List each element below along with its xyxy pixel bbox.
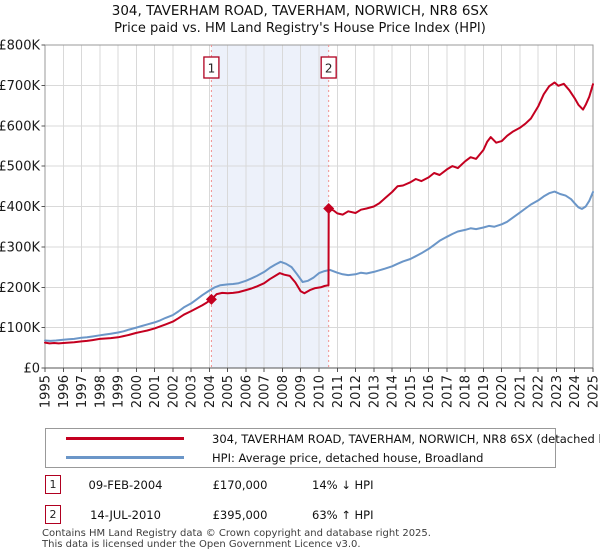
- svg-text:2010: 2010: [313, 375, 328, 408]
- svg-text:1995: 1995: [39, 375, 54, 408]
- sale-row-2: 2 14-JUL-2010 £395,000 63% ↑ HPI: [0, 505, 600, 527]
- svg-text:1996: 1996: [57, 375, 72, 408]
- footer-licence: This data is licensed under the Open Gov…: [42, 538, 361, 550]
- sale-2-point-marker: [323, 203, 335, 215]
- svg-text:£800K: £800K: [0, 39, 40, 54]
- sale-1-date: 09-FEB-2004: [88, 478, 163, 492]
- svg-text:2002: 2002: [166, 375, 181, 408]
- svg-text:£600K: £600K: [0, 119, 40, 134]
- x-axis-tick-labels: 1995 1996 1997 1998 1999 2000 2001 2002 2003 2004…: [39, 368, 600, 408]
- svg-text:1999: 1999: [112, 375, 127, 408]
- svg-text:2005: 2005: [221, 375, 236, 408]
- svg-text:2012: 2012: [349, 375, 364, 408]
- svg-text:2024: 2024: [568, 375, 583, 408]
- hpi-series-line: [44, 190, 594, 342]
- sale-2-flag-number: 2: [325, 62, 333, 76]
- svg-text:2021: 2021: [513, 375, 528, 408]
- svg-text:2025: 2025: [587, 375, 600, 408]
- svg-text:£300K: £300K: [0, 240, 40, 255]
- svg-text:£0: £0: [23, 362, 40, 377]
- svg-text:2022: 2022: [532, 375, 547, 408]
- svg-text:£200K: £200K: [0, 281, 40, 296]
- sale-1-flag-box: [203, 56, 220, 79]
- sale-2-number: 2: [49, 508, 57, 521]
- svg-text:2020: 2020: [495, 375, 510, 408]
- svg-text:2008: 2008: [276, 375, 291, 408]
- footer: Contains HM Land Registry data © Crown c…: [42, 528, 431, 550]
- svg-text:2018: 2018: [459, 375, 474, 408]
- svg-text:2014: 2014: [386, 375, 401, 408]
- sale-1-flag-number: 1: [208, 62, 216, 76]
- svg-text:2006: 2006: [239, 375, 254, 408]
- svg-text:2016: 2016: [422, 375, 437, 408]
- property-series-line: [44, 81, 594, 345]
- svg-text:2007: 2007: [258, 375, 273, 408]
- svg-text:2003: 2003: [185, 375, 200, 408]
- svg-text:£400K: £400K: [0, 200, 40, 215]
- legend-hpi-line-sample: [66, 456, 184, 459]
- sale-2-number-box: 2: [45, 505, 61, 524]
- svg-text:2017: 2017: [440, 375, 455, 408]
- svg-text:2013: 2013: [367, 375, 382, 408]
- svg-text:2019: 2019: [477, 375, 492, 408]
- sale-row-1: 1 09-FEB-2004 £170,000 14% ↓ HPI: [0, 475, 600, 497]
- y-axis-tick-labels: £0 £100K £200K £300K £400K £500K £600K £700K £80…: [0, 39, 45, 377]
- sale-2-hpi-delta: 63% ↑ HPI: [312, 508, 374, 522]
- svg-text:1998: 1998: [93, 375, 108, 408]
- chart-title: 304, TAVERHAM ROAD, TAVERHAM, NORWICH, N…: [111, 3, 489, 19]
- svg-text:£700K: £700K: [0, 79, 40, 94]
- legend-hpi-label: HPI: Average price, detached house, Broa…: [212, 450, 484, 465]
- chart-subtitle: Price paid vs. HM Land Registry's House …: [114, 21, 486, 36]
- svg-text:2000: 2000: [130, 375, 145, 408]
- footer-copyright: Contains HM Land Registry data © Crown c…: [42, 528, 431, 539]
- sale-2-price: £395,000: [212, 508, 268, 522]
- sale-2-flag-box: [320, 56, 337, 79]
- legend-property-label: 304, TAVERHAM ROAD, TAVERHAM, NORWICH, N…: [212, 431, 600, 446]
- svg-text:2015: 2015: [404, 375, 419, 408]
- svg-text:2009: 2009: [294, 375, 309, 408]
- svg-text:£100K: £100K: [0, 321, 40, 336]
- legend-item-property: 304, TAVERHAM ROAD, TAVERHAM, NORWICH, N…: [46, 431, 600, 446]
- svg-text:1997: 1997: [75, 375, 90, 408]
- svg-text:£500K: £500K: [0, 160, 40, 175]
- price-history-chart: 1 2£0£100K£200K£300K£400K£500K£600K£700K£…: [0, 39, 600, 409]
- svg-text:2001: 2001: [148, 375, 163, 408]
- sale-2-date: 14-JUL-2010: [90, 508, 161, 522]
- sale-1-hpi-delta: 14% ↓ HPI: [312, 478, 374, 492]
- sale-1-number: 1: [49, 478, 57, 491]
- sale-1-number-box: 1: [45, 475, 61, 494]
- svg-text:2004: 2004: [203, 375, 218, 408]
- svg-text:2011: 2011: [331, 375, 346, 408]
- sale-1-point-marker: [205, 293, 217, 305]
- legend-item-hpi: HPI: Average price, detached house, Broa…: [46, 450, 555, 465]
- legend: 304, TAVERHAM ROAD, TAVERHAM, NORWICH, N…: [45, 428, 600, 468]
- svg-text:2023: 2023: [550, 375, 565, 408]
- legend-property-line-sample: [66, 437, 184, 440]
- sale-1-price: £170,000: [212, 478, 268, 492]
